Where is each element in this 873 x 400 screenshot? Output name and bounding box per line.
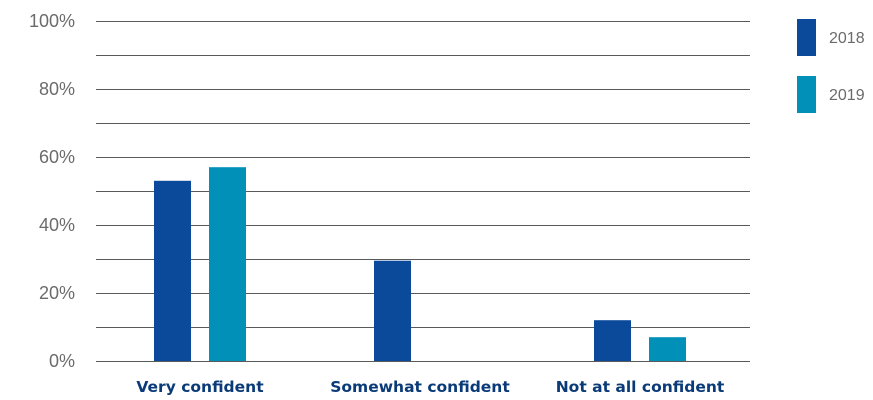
y-axis-ticks: 0% 20% 40% 60% 80% 100% [29, 11, 75, 371]
y-tick-label: 0% [49, 351, 75, 371]
y-tick-label: 80% [39, 79, 75, 99]
y-tick-label: 100% [29, 11, 75, 31]
y-tick-label: 60% [39, 147, 75, 167]
legend-label: 2019 [829, 87, 865, 104]
bar-2018-2 [594, 320, 631, 361]
y-tick-label: 40% [39, 215, 75, 235]
bar-2018-0 [154, 180, 191, 361]
x-category-label: Somewhat confident [330, 378, 510, 396]
y-tick-label: 20% [39, 283, 75, 303]
gridlines [96, 21, 750, 362]
bar-2019-2 [649, 337, 686, 361]
legend-label: 2018 [829, 30, 865, 47]
bar-2018-1 [374, 260, 411, 361]
legend-swatch-2019 [797, 76, 816, 113]
x-axis-labels: Very confident Somewhat confident Not at a… [136, 378, 724, 396]
x-category-label: Not at all confident [556, 378, 725, 396]
legend-swatch-2018 [797, 19, 816, 56]
bars [154, 167, 686, 361]
legend: 2018 2019 [797, 19, 865, 113]
bar-2019-0 [209, 167, 246, 361]
x-category-label: Very confident [136, 378, 264, 396]
